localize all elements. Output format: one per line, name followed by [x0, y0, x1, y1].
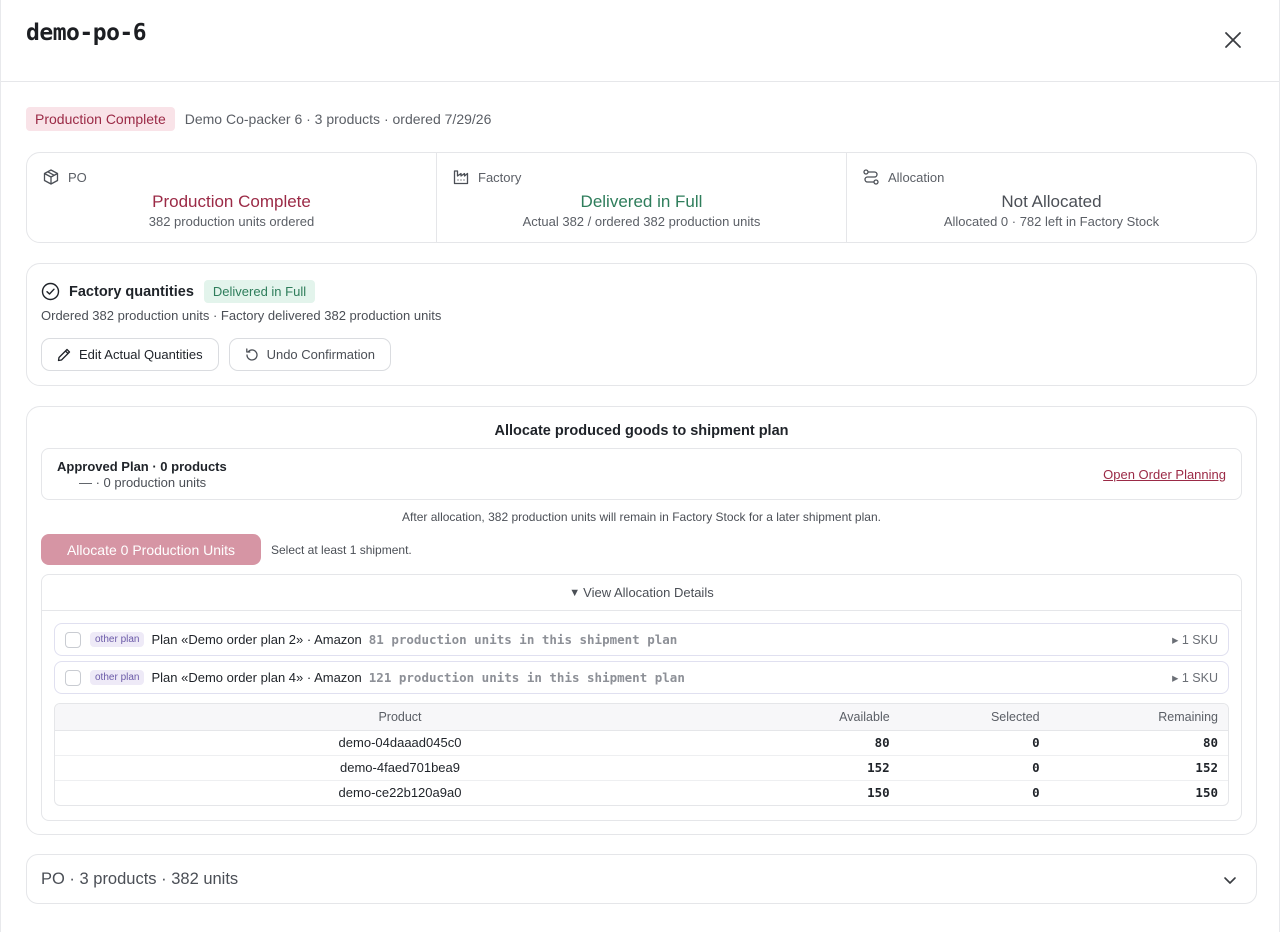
- pencil-icon: [57, 348, 71, 361]
- cell-available: 152: [745, 755, 900, 781]
- approved-plan-card: Approved Plan · 0 products — · 0 product…: [41, 448, 1242, 500]
- column-header-selected: Selected: [899, 704, 1050, 731]
- undo-confirmation-button[interactable]: Undo Confirmation: [228, 338, 391, 371]
- column-header-available: Available: [745, 704, 900, 731]
- status-card-allocation: Allocation Not Allocated Allocated 0 · 7…: [847, 153, 1256, 242]
- status-card-label: Allocation: [888, 169, 945, 185]
- cell-available: 150: [867, 785, 890, 801]
- table-row: demo-4faed701bea9 152 0 152: [55, 755, 1228, 781]
- view-allocation-details-label: View Allocation Details: [583, 585, 714, 600]
- table-row: demo-04daaad045c0 80 0 80: [55, 730, 1228, 756]
- cell-product: demo-ce22b120a9a0: [338, 785, 462, 801]
- allocate-hint: Select at least 1 shipment.: [271, 542, 412, 557]
- status-card-label: Factory: [478, 169, 522, 185]
- shipment-units: 81 production units in this shipment pla…: [368, 632, 678, 647]
- cell-selected: 0: [899, 730, 1050, 756]
- status-card-factory: Factory Delivered in Full Actual 382 / o…: [437, 153, 847, 242]
- shipment-name: Plan «Demo order plan 2» · Amazon: [151, 632, 362, 647]
- allocation-note: After allocation, 382 production units w…: [402, 510, 881, 524]
- panel-header: demo-po-6: [1, 0, 1279, 82]
- chevron-down-icon: [1224, 877, 1236, 884]
- factory-quantities-section: Factory quantities Delivered in Full Ord…: [26, 263, 1257, 386]
- factory-quantities-title: Factory quantities: [69, 283, 194, 300]
- plan-sub: — · 0 production units: [79, 475, 207, 490]
- factory-quantities-sub: Ordered 382 production units · Factory d…: [41, 308, 442, 323]
- route-icon: [863, 169, 879, 185]
- shipment-sku-toggle[interactable]: ▸ 1 SKU: [1172, 671, 1218, 685]
- summary-text: Demo Co-packer 6 · 3 products · ordered …: [184, 111, 492, 127]
- status-badge: Production Complete: [26, 107, 175, 131]
- po-summary: Production Complete Demo Co-packer 6 · 3…: [26, 106, 491, 132]
- cell-available: 80: [745, 730, 900, 756]
- cell-remaining: 152: [1049, 755, 1228, 781]
- open-order-planning-link[interactable]: Open Order Planning: [1103, 467, 1226, 482]
- status-card-po: PO Production Complete 382 production un…: [27, 153, 437, 242]
- shipment-sku-toggle[interactable]: ▸ 1 SKU: [1172, 633, 1218, 647]
- allocation-section: Allocate produced goods to shipment plan…: [26, 406, 1257, 835]
- status-card-label: PO: [68, 169, 87, 185]
- status-card-sub: Allocated 0 · 782 left in Factory Stock: [943, 214, 1160, 229]
- status-cards: PO Production Complete 382 production un…: [26, 152, 1257, 243]
- shipment-row: other plan Plan «Demo order plan 4» · Am…: [54, 661, 1229, 694]
- undo-confirmation-label: Undo Confirmation: [266, 347, 375, 362]
- status-card-value: Production Complete: [152, 192, 311, 211]
- cell-remaining: 150: [1195, 785, 1218, 801]
- edit-actual-quantities-button[interactable]: Edit Actual Quantities: [41, 338, 219, 371]
- shipment-checkbox[interactable]: [65, 669, 81, 686]
- column-header-product: Product: [55, 704, 745, 731]
- check-circle-icon: [41, 282, 60, 301]
- shipment-checkbox[interactable]: [65, 631, 81, 648]
- status-card-sub: Actual 382 / ordered 382 production unit…: [522, 214, 761, 229]
- undo-icon: [245, 347, 258, 361]
- allocate-button[interactable]: Allocate 0 Production Units: [41, 534, 261, 565]
- cell-product: demo-4faed701bea9: [55, 755, 745, 781]
- package-icon: [43, 169, 59, 185]
- shipment-units: 121 production units in this shipment pl…: [368, 670, 685, 685]
- shipment-name: Plan «Demo order plan 4» · Amazon: [151, 670, 362, 685]
- allocation-title: Allocate produced goods to shipment plan: [494, 423, 789, 439]
- cell-remaining: 80: [1049, 730, 1228, 756]
- column-header-remaining: Remaining: [1049, 704, 1228, 731]
- cell-selected: 0: [899, 755, 1050, 781]
- po-section-toggle[interactable]: PO · 3 products · 382 units: [26, 854, 1257, 904]
- other-plan-tag: other plan: [90, 670, 145, 685]
- plan-name: Approved Plan · 0 products: [57, 459, 227, 474]
- status-card-sub: 382 production units ordered: [148, 214, 315, 229]
- status-card-value: Delivered in Full: [580, 192, 703, 211]
- close-icon[interactable]: [1223, 30, 1243, 50]
- view-allocation-details-toggle[interactable]: ▼ View Allocation Details: [42, 575, 1241, 611]
- cell-product: demo-04daaad045c0: [55, 730, 745, 756]
- po-section-title: PO · 3 products · 382 units: [41, 870, 239, 888]
- page-title: demo-po-6: [26, 20, 147, 46]
- delivered-badge: Delivered in Full: [203, 280, 316, 303]
- edit-actual-quantities-label: Edit Actual Quantities: [79, 347, 203, 362]
- table-row: demo-ce22b120a9a0 150 0 150: [55, 780, 1228, 805]
- status-card-value: Not Allocated: [1001, 192, 1102, 211]
- product-table: Product Available Selected Remaining dem…: [54, 703, 1229, 806]
- other-plan-tag: other plan: [90, 632, 145, 647]
- triangle-down-icon: ▼: [569, 586, 581, 599]
- allocation-details: ▼ View Allocation Details other plan Pla…: [41, 574, 1242, 821]
- shipment-row: other plan Plan «Demo order plan 2» · Am…: [54, 623, 1229, 656]
- factory-icon: [453, 170, 469, 185]
- cell-selected: 0: [1032, 785, 1040, 801]
